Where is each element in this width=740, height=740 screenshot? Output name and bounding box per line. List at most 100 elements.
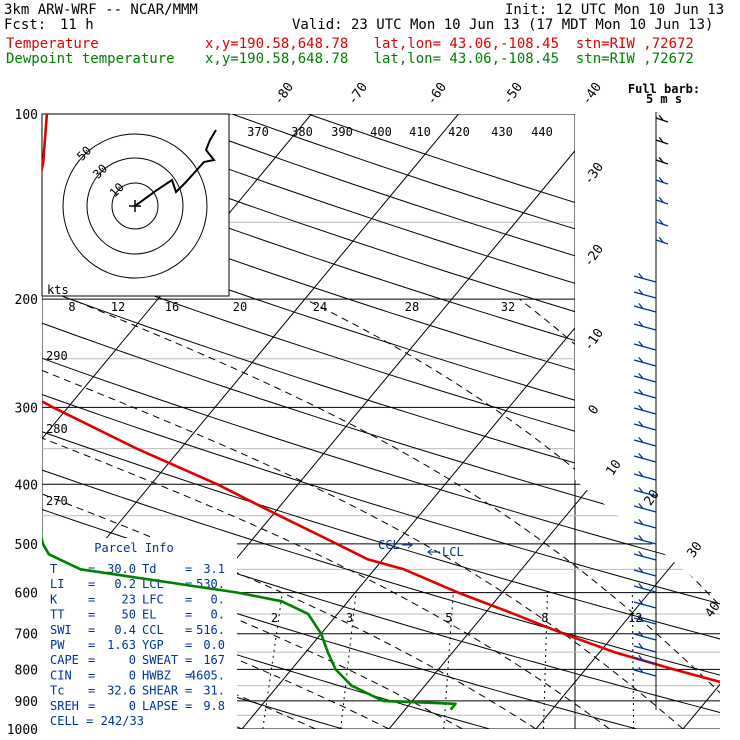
axis-labels: 235812201002003004005006007008009001000-…	[7, 80, 724, 738]
moist-adiabat	[42, 298, 390, 729]
parcel-equals: =	[185, 684, 192, 698]
wind-barb	[633, 470, 657, 481]
parcel-equals: =	[185, 668, 192, 682]
wind-barb	[633, 340, 657, 351]
parcel-equals: =	[88, 623, 95, 637]
valid-time: Valid: 23 UTC Mon 10 Jun 13 (17 MDT Mon …	[292, 17, 714, 33]
parcel-info-row: PW = 1.63 YGP = 0.0	[50, 638, 225, 652]
parcel-info-row: SWI = 0.4 CCL = 516.	[50, 623, 225, 637]
isotherm-line	[241, 114, 720, 729]
theta-label: 380	[291, 125, 313, 139]
parcel-equals: =	[185, 562, 192, 576]
parcel-param-name: TT	[50, 608, 64, 622]
hodograph-speed-label: 24	[313, 300, 327, 314]
isotherm-label: -70	[345, 80, 371, 108]
ccl-label: CCL	[378, 538, 400, 552]
parcel-equals: =	[88, 577, 95, 591]
parcel-param-value: 0	[129, 699, 136, 713]
parcel-equals: =	[88, 638, 95, 652]
parcel-equals: =	[185, 638, 192, 652]
parcel-equals: =	[185, 653, 192, 667]
parcel-param-value: 0	[129, 653, 136, 667]
moist-adiabat	[304, 298, 720, 729]
parcel-param-value: 4605.	[189, 668, 225, 682]
isotherm-label: -50	[500, 80, 526, 108]
theta-label: 430	[491, 125, 513, 139]
parcel-equals: =	[88, 608, 95, 622]
wind-barbs: Full barb:5 m s	[628, 82, 700, 710]
pressure-tick-label: 800	[15, 663, 38, 678]
theta-label: 410	[409, 125, 431, 139]
legend-temperature: Temperature	[6, 36, 99, 52]
pressure-tick-label: 400	[15, 478, 38, 493]
hodograph-speed-label: 32	[501, 300, 515, 314]
moist-adiabat	[42, 298, 537, 729]
wind-barb	[655, 196, 669, 205]
wind-barb	[633, 420, 657, 431]
pressure-tick-label: 100	[15, 108, 38, 123]
isotherm-label: 10	[603, 457, 624, 478]
parcel-param-name: SWI	[50, 623, 72, 637]
barb-legend-title: Full barb:	[628, 82, 700, 96]
forecast-hour: 11 h	[60, 17, 94, 33]
isotherm-line	[535, 114, 720, 729]
parcel-info-row: CIN = 0 HWBZ =4605.	[50, 668, 225, 682]
dry-adiabat	[42, 114, 720, 729]
dry-adiabat	[42, 114, 720, 729]
hodograph-ring	[111, 182, 159, 230]
mixing-ratio-label: 8	[541, 611, 548, 625]
wind-barb	[633, 666, 657, 677]
hodograph-speed-label: 20	[233, 300, 247, 314]
wind-barb	[633, 614, 657, 625]
pressure-tick-label: 1000	[7, 723, 38, 738]
parcel-param-name: PW	[50, 638, 65, 652]
pressure-tick-label: 200	[15, 293, 38, 308]
dry-adiabat	[42, 114, 720, 729]
parcel-param-name: CAPE	[50, 653, 79, 667]
moist-adiabat	[70, 298, 720, 729]
init-time: Init: 12 UTC Mon 10 Jun 13	[505, 2, 725, 18]
parcel-param-name: SHEAR	[142, 684, 179, 698]
parcel-info-row: SREH = 0 LAPSE = 9.8	[50, 699, 225, 713]
dry-adiabat	[307, 114, 720, 729]
parcel-param-value: 0.4	[114, 623, 136, 637]
parcel-param-name: HWBZ	[142, 668, 171, 682]
parcel-param-value: 1.63	[107, 638, 136, 652]
isotherm-label: 0	[586, 402, 603, 417]
moist-adiabat	[42, 298, 684, 729]
wind-barb	[633, 566, 657, 577]
theta-label: 370	[247, 125, 269, 139]
theta-left-label: 290	[46, 349, 68, 363]
barb-legend-units: 5 m s	[646, 92, 682, 106]
legend-dewpoint: Dewpoint temperature	[6, 51, 175, 67]
hodograph-ring	[86, 157, 184, 255]
isotherm-line	[388, 114, 720, 729]
parcel-param-value: 167	[203, 653, 225, 667]
theta-label: 390	[331, 125, 353, 139]
theta-label: 420	[448, 125, 470, 139]
parcel-info-row: CELL = 242/33	[50, 714, 144, 728]
parcel-cell-value: CELL = 242/33	[50, 714, 144, 728]
wind-barb	[633, 582, 657, 593]
mixing-ratio-line	[262, 592, 283, 729]
wind-barb	[633, 550, 657, 561]
wind-barb	[633, 320, 657, 331]
dry-adiabat	[155, 114, 720, 729]
parcel-param-name: YGP	[142, 638, 164, 652]
model-title: 3km ARW-WRF -- NCAR/MMM	[4, 2, 198, 18]
parcel-param-name: Td	[142, 562, 156, 576]
ccl-arrow	[402, 541, 413, 549]
parcel-param-name: K	[50, 592, 58, 606]
wind-barb	[655, 236, 669, 245]
parcel-equals: =	[88, 653, 95, 667]
parcel-param-value: 0.	[211, 608, 225, 622]
moist-adiabat	[42, 298, 610, 729]
parcel-param-name: CCL	[142, 623, 164, 637]
isotherm-label: -60	[424, 80, 450, 108]
wind-barb	[633, 642, 657, 653]
parcel-equals: =	[185, 608, 192, 622]
dry-adiabat	[231, 114, 720, 729]
parcel-equals: =	[185, 699, 192, 713]
